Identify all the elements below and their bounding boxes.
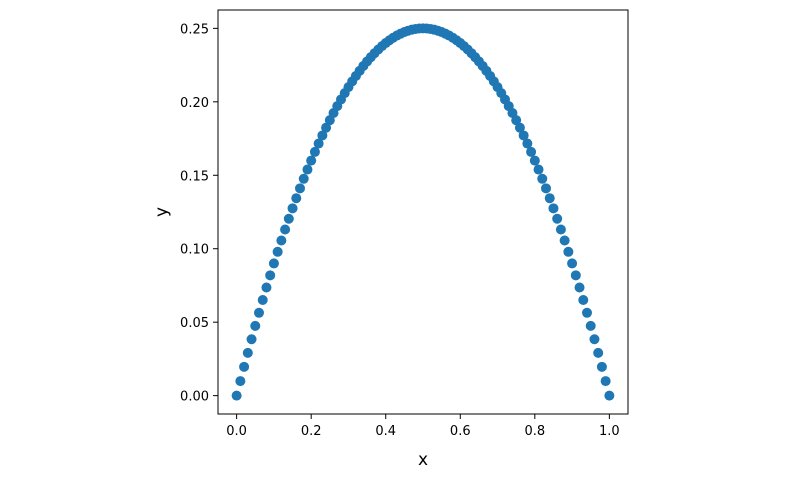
point: [578, 294, 589, 305]
x-tick-label: 0.6: [450, 424, 471, 439]
y-tick-label: 0.00: [180, 390, 209, 405]
point: [552, 213, 563, 224]
point: [268, 258, 279, 269]
point: [265, 270, 276, 281]
point: [600, 376, 611, 387]
point: [555, 224, 566, 235]
point: [272, 246, 283, 257]
y-tick-label: 0.25: [180, 22, 209, 37]
point: [317, 130, 328, 141]
point: [254, 307, 264, 318]
x-tick-label: 0.0: [226, 424, 247, 439]
point: [593, 347, 604, 358]
point: [582, 307, 592, 318]
point: [559, 235, 570, 246]
x-axis-label: x: [418, 450, 428, 470]
point: [242, 347, 253, 358]
point: [567, 258, 578, 269]
y-tick-label: 0.05: [180, 316, 209, 331]
point: [533, 164, 544, 175]
point: [280, 224, 291, 235]
point: [529, 155, 540, 166]
point: [526, 146, 537, 157]
point: [283, 213, 294, 224]
point: [537, 173, 548, 184]
point: [287, 203, 298, 214]
point: [276, 235, 287, 246]
point: [544, 193, 555, 204]
point: [585, 320, 596, 331]
point: [589, 334, 600, 345]
y-tick-label: 0.15: [180, 169, 209, 184]
point: [261, 282, 272, 293]
point: [511, 115, 522, 126]
point: [518, 130, 529, 141]
x-tick-label: 1.0: [599, 424, 620, 439]
point: [574, 282, 585, 293]
point: [239, 361, 250, 372]
x-tick-label: 0.8: [524, 424, 545, 439]
point: [250, 320, 261, 331]
point: [231, 390, 242, 401]
point: [306, 155, 317, 166]
point: [563, 246, 574, 257]
point: [604, 390, 615, 401]
y-axis-label: y: [152, 207, 172, 217]
point: [522, 138, 533, 149]
point: [302, 164, 313, 175]
point: [321, 122, 332, 133]
x-tick-label: 0.4: [375, 424, 396, 439]
point: [570, 270, 581, 281]
point: [298, 173, 309, 184]
point: [295, 183, 305, 194]
y-tick-label: 0.20: [180, 96, 209, 111]
point: [313, 138, 324, 149]
point: [235, 376, 246, 387]
y-tick-label: 0.10: [180, 243, 209, 258]
point: [514, 122, 525, 133]
point: [246, 334, 257, 345]
point: [541, 183, 551, 194]
point: [309, 146, 320, 157]
point: [291, 193, 302, 204]
plot-frame: [217, 9, 629, 415]
point: [257, 294, 268, 305]
point: [548, 203, 559, 214]
x-tick-label: 0.2: [301, 424, 322, 439]
point: [596, 361, 607, 372]
